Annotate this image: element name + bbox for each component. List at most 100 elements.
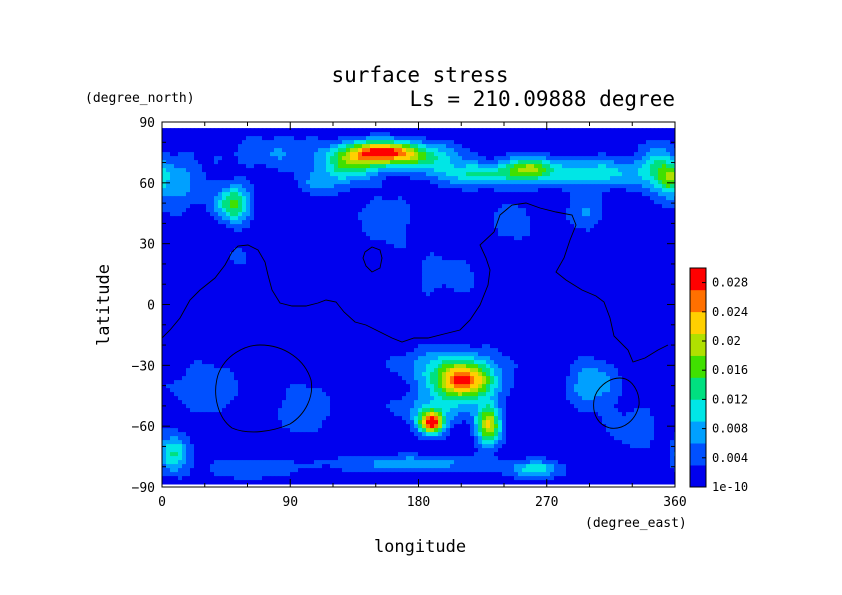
heatmap-cell xyxy=(386,272,391,277)
heatmap-cell xyxy=(210,184,215,189)
heatmap-cell xyxy=(586,224,591,229)
heatmap-cell xyxy=(434,176,439,181)
heatmap-cell xyxy=(550,228,555,233)
heatmap-cell xyxy=(326,212,331,217)
heatmap-cell xyxy=(390,220,395,225)
heatmap-cell xyxy=(650,236,655,241)
heatmap-cell xyxy=(514,280,519,285)
heatmap-cell xyxy=(606,276,611,281)
heatmap-cell xyxy=(442,276,447,281)
heatmap-cell xyxy=(282,228,287,233)
heatmap-cell xyxy=(482,268,487,273)
heatmap-cell xyxy=(162,184,167,189)
heatmap-cell xyxy=(326,232,331,237)
heatmap-cell xyxy=(510,144,515,149)
heatmap-cell xyxy=(250,164,255,169)
heatmap-cell xyxy=(322,188,327,193)
heatmap-cell xyxy=(242,196,247,201)
heatmap-cell xyxy=(210,192,215,197)
heatmap-cell xyxy=(630,264,635,269)
heatmap-cell xyxy=(326,276,331,281)
heatmap-cell xyxy=(518,152,523,157)
heatmap-cell xyxy=(366,152,371,157)
heatmap-cell xyxy=(454,252,459,257)
heatmap-cell xyxy=(590,232,595,237)
heatmap-cell xyxy=(466,228,471,233)
heatmap-cell xyxy=(614,264,619,269)
heatmap-cell xyxy=(530,200,535,205)
heatmap-cell xyxy=(294,184,299,189)
heatmap-cell xyxy=(578,180,583,185)
heatmap-cell xyxy=(558,272,563,277)
heatmap-cell xyxy=(242,276,247,281)
heatmap-cell xyxy=(190,260,195,265)
heatmap-cell xyxy=(506,248,511,253)
heatmap-cell xyxy=(562,244,567,249)
heatmap-cell xyxy=(398,200,403,205)
heatmap-cell xyxy=(330,248,335,253)
heatmap-cell xyxy=(430,264,435,269)
heatmap-cell xyxy=(462,264,467,269)
heatmap-cell xyxy=(178,160,183,165)
heatmap-cell xyxy=(222,176,227,181)
heatmap-cell xyxy=(638,152,643,157)
heatmap-cell xyxy=(206,252,211,257)
heatmap-cell xyxy=(634,276,639,281)
heatmap-cell xyxy=(178,228,183,233)
heatmap-cell xyxy=(398,196,403,201)
heatmap-cell xyxy=(242,160,247,165)
heatmap-cell xyxy=(458,256,463,261)
heatmap-cell xyxy=(314,212,319,217)
heatmap-cell xyxy=(594,248,599,253)
heatmap-cell xyxy=(438,160,443,165)
heatmap-cell xyxy=(462,148,467,153)
heatmap-cell xyxy=(546,260,551,265)
heatmap-cell xyxy=(250,264,255,269)
heatmap-cell xyxy=(434,156,439,161)
heatmap-cell xyxy=(338,260,343,265)
heatmap-cell xyxy=(506,152,511,157)
heatmap-cell xyxy=(574,264,579,269)
heatmap-cell xyxy=(662,268,667,273)
heatmap-cell xyxy=(486,232,491,237)
heatmap-cell xyxy=(502,232,507,237)
heatmap-cell xyxy=(198,240,203,245)
heatmap-cell xyxy=(526,160,531,165)
heatmap-cell xyxy=(254,260,259,265)
heatmap-cell xyxy=(374,212,379,217)
heatmap-cell xyxy=(490,268,495,273)
heatmap-cell xyxy=(606,144,611,149)
heatmap-cell xyxy=(426,184,431,189)
heatmap-cell xyxy=(590,252,595,257)
heatmap-cell xyxy=(418,240,423,245)
heatmap-cell xyxy=(538,196,543,201)
heatmap-cell xyxy=(550,152,555,157)
heatmap-cell xyxy=(242,152,247,157)
heatmap-cell xyxy=(658,248,663,253)
heatmap-cell xyxy=(514,160,519,165)
heatmap-cell xyxy=(394,268,399,273)
heatmap-cell xyxy=(622,204,627,209)
heatmap-cell xyxy=(586,228,591,233)
heatmap-cell xyxy=(278,216,283,221)
heatmap-cell xyxy=(202,168,207,173)
heatmap-cell xyxy=(170,144,175,149)
heatmap-cell xyxy=(594,184,599,189)
heatmap-cell xyxy=(450,144,455,149)
heatmap-cell xyxy=(290,188,295,193)
heatmap-cell xyxy=(394,152,399,157)
heatmap-cell xyxy=(482,264,487,269)
heatmap-cell xyxy=(278,152,283,157)
heatmap-cell xyxy=(318,200,323,205)
heatmap-cell xyxy=(362,248,367,253)
heatmap-cell xyxy=(446,280,451,285)
heatmap-cell xyxy=(286,212,291,217)
heatmap-cell xyxy=(386,232,391,237)
heatmap-cell xyxy=(402,176,407,181)
heatmap-cell xyxy=(278,224,283,229)
heatmap-cell xyxy=(406,188,411,193)
heatmap-cell xyxy=(342,228,347,233)
heatmap-cell xyxy=(310,168,315,173)
heatmap-cell xyxy=(514,224,519,229)
heatmap-cell xyxy=(210,256,215,261)
